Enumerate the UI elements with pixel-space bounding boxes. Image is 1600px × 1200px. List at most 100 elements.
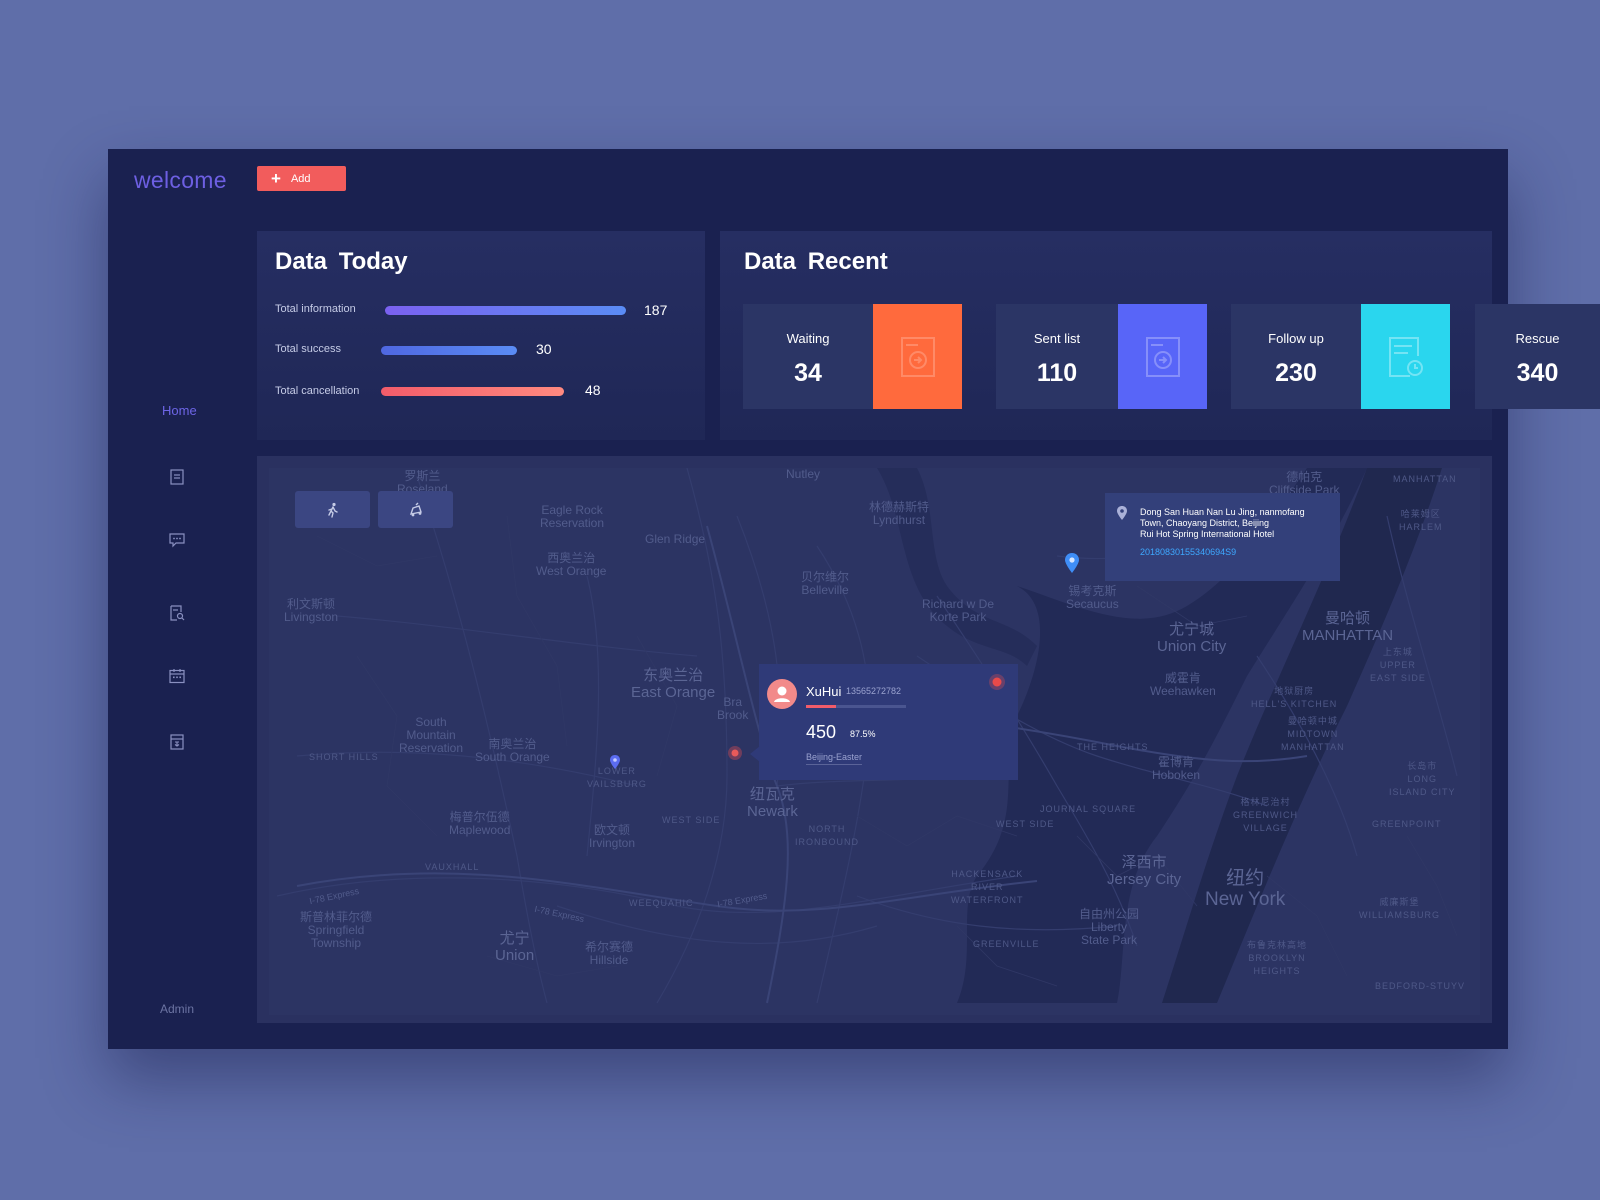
sidebar-item-home[interactable]: Home [162, 403, 197, 418]
map-label-hells-kitchen: 地狱厨房 HELL'S KITCHEN [1251, 686, 1338, 709]
data-today-panel: Data Today Total information 187 Total s… [257, 231, 705, 440]
map-label-williamsburg: 威廉斯堡 WILLIAMSBURG [1359, 897, 1441, 920]
status-dot-icon [989, 674, 1005, 690]
map-label-west-side-1: WEST SIDE [662, 815, 721, 825]
app-logo: welcome [134, 167, 227, 193]
card-waiting-label: Waiting [786, 331, 830, 346]
map-label-irvington: 欧文顿 Irvington [589, 823, 636, 850]
map-label-greenville: GREENVILLE [973, 939, 1040, 949]
location-pin-icon [1117, 506, 1127, 520]
map-marker-blue[interactable] [1065, 553, 1079, 573]
map-label-journal-square: JOURNAL SQUARE [1040, 804, 1137, 814]
sidebar-admin[interactable]: Admin [160, 1002, 195, 1016]
card-waiting-icon-box [873, 304, 962, 409]
map-label-short-hills: SHORT HILLS [309, 752, 379, 762]
card-sent-label: Sent list [1033, 331, 1081, 346]
map-label-nutley: Nutley [786, 467, 821, 481]
map-label-bedford: BEDFORD-STUYV [1375, 981, 1466, 991]
user-phone: 13565272782 [846, 686, 902, 696]
map-label-eagle-rock: Eagle Rock Reservation [540, 503, 605, 530]
map-label-upper-east-side: 上东城 UPPER EAST SIDE [1370, 647, 1426, 683]
walk-mode-button[interactable] [295, 491, 370, 528]
stat-label-cancellation: Total cancellation [275, 385, 360, 397]
card-waiting-value: 34 [794, 359, 822, 387]
document-icon[interactable] [168, 468, 186, 486]
card-rescue-label: Rescue [1515, 331, 1560, 346]
map-label-vauxhall: VAUXHALL [425, 862, 480, 872]
map-marker-blue-small[interactable] [610, 755, 620, 769]
stat-value-success: 30 [536, 341, 552, 357]
map-label-hoboken: 霍博肯 Hoboken [1152, 755, 1201, 782]
map-label-hackensack: HACKENSACK RIVER WATERFRONT [951, 869, 1024, 905]
map-label-maplewood: 梅普尔伍德 Maplewood [449, 810, 511, 837]
map-label-long-island-city: 长岛市 LONG ISLAND CITY [1389, 761, 1456, 797]
map-label-weequahic: WEEQUAHIC [629, 898, 694, 908]
search-document-icon[interactable] [168, 604, 186, 622]
map-label-new-york: 纽约 New York [1205, 868, 1286, 910]
card-sent-icon-box [1118, 304, 1207, 409]
map-label-hillside: 希尔赛德 Hillside [585, 940, 634, 967]
address-line-3: Rui Hot Spring International Hotel [1140, 529, 1275, 539]
user-percent: 87.5% [850, 729, 876, 739]
user-popup[interactable]: XuHui 13565272782 450 87.5% Beijing-East… [750, 664, 1018, 780]
map-label-korte-park: Richard w De Korte Park [922, 597, 995, 624]
stat-bar-cancellation [381, 387, 564, 396]
user-value: 450 [806, 722, 837, 742]
scan-in-icon [1145, 336, 1180, 377]
plus-icon: + [271, 169, 281, 188]
card-sent-value: 110 [1036, 359, 1078, 387]
add-button[interactable]: + Add [257, 166, 346, 191]
map-label-east-orange: 东奥兰治 East Orange [631, 667, 716, 701]
data-today-title: Data Today [275, 248, 408, 275]
map-view[interactable]: 罗斯兰 Roseland Eagle Rock Reservation Glen R… [257, 456, 1492, 1023]
map-label-union-city: 尤宁城 Union City [1157, 621, 1227, 655]
add-button-label: Add [290, 172, 311, 185]
address-code[interactable]: 20180830155340694S9 [1140, 547, 1237, 557]
map-marker-red[interactable] [727, 745, 743, 761]
map-label-jersey-city: 泽西市 Jersey City [1107, 854, 1182, 888]
walk-icon [327, 502, 338, 518]
card-waiting[interactable]: Waiting 34 [743, 304, 962, 409]
card-rescue[interactable]: Rescue 340 [1475, 304, 1600, 409]
map-label-springfield: 斯普林菲尔德 Springfield Township [300, 910, 373, 950]
card-follow-value: 230 [1275, 359, 1317, 387]
card-follow-label: Follow up [1268, 331, 1324, 346]
stat-bar-information [385, 306, 626, 315]
scan-in-icon [900, 336, 935, 377]
user-route: Beijing-Easter [806, 752, 863, 765]
map-label-north-ironbound: NORTH IRONBOUND [795, 824, 860, 847]
stat-label-success: Total success [275, 343, 342, 355]
calendar-icon[interactable] [168, 667, 186, 685]
map-base [257, 456, 1492, 1023]
card-follow-up[interactable]: Follow up 230 [1231, 304, 1450, 409]
address-line-1: Dong San Huan Nan Lu Jing, nanmofang [1140, 507, 1305, 517]
stat-bar-success [381, 346, 517, 355]
message-icon[interactable] [168, 531, 186, 549]
map-label-manhattan: 曼哈顿 MANHATTAN [1302, 610, 1394, 644]
stat-label-information: Total information [275, 303, 356, 315]
drive-mode-button[interactable] [378, 491, 453, 528]
map-label-harlem: 哈莱姆区 HARLEM [1399, 509, 1443, 532]
map-label-greenwich-village: 格林尼治村 GREENWICH VILLAGE [1233, 797, 1298, 833]
map-label-lower-vailsburg: LOWER VAILSBURG [587, 766, 647, 789]
map-label-glen-ridge: Glen Ridge [645, 532, 706, 546]
card-sent-list[interactable]: Sent list 110 [996, 304, 1207, 409]
map-label-bra-brook: Bra Brook [717, 695, 749, 722]
map-label-south-mountain: South Mountain Reservation [399, 715, 464, 755]
map-label-midtown: 曼哈顿中城 MIDTOWN MANHATTAN [1281, 716, 1345, 752]
map-label-newark: 纽瓦克 Newark [747, 786, 798, 820]
map-label-weehawken: 威霍肯 Weehawken [1150, 671, 1216, 698]
map-label-manhattan-top: MANHATTAN [1393, 474, 1457, 484]
dashboard-window: welcome + Add Home Admin Data Today Tota… [108, 149, 1600, 1049]
drive-icon [409, 502, 422, 516]
address-line-2: Town, Chaoyang District, Beijing [1140, 518, 1270, 528]
user-progress-fill [806, 705, 836, 708]
archive-icon[interactable] [168, 733, 186, 751]
user-name: XuHui [806, 684, 842, 699]
stat-value-cancellation: 48 [585, 382, 601, 398]
map-label-the-heights: THE HEIGHTS [1077, 742, 1149, 752]
address-popup[interactable]: Dong San Huan Nan Lu Jing, nanmofang Tow… [1105, 493, 1340, 581]
user-progress-track [806, 705, 906, 708]
user-avatar [767, 679, 797, 709]
map-label-west-orange: 西奥兰治 West Orange [536, 551, 607, 578]
